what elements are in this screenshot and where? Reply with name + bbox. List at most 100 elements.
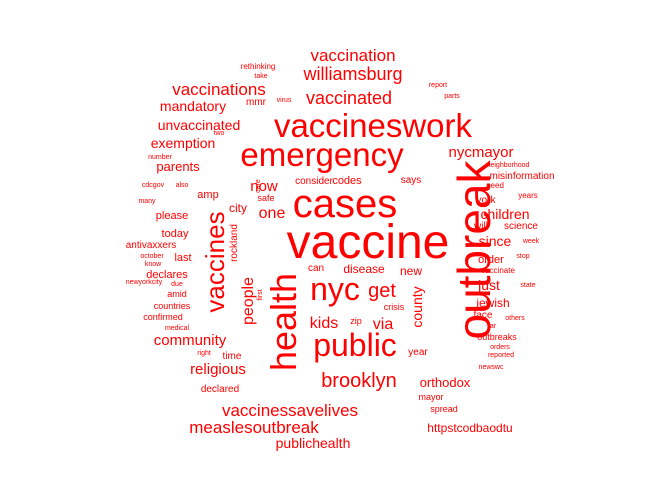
word-httpstcodbaodtu: httpstcodbaodtu [427, 421, 512, 435]
word-mandatory: mandatory [160, 98, 226, 114]
word-know: know [145, 261, 162, 268]
word-publichealth: publichealth [276, 435, 351, 451]
word-antivaxxers: antivaxxers [126, 240, 177, 251]
word-year: year [408, 347, 428, 358]
word-community: community [154, 332, 227, 349]
word-report: report [429, 82, 447, 89]
word-orders: orders [490, 344, 510, 351]
word-county: county [409, 286, 425, 327]
word-williamsburg: williamsburg [302, 64, 402, 84]
word-public: public [313, 327, 397, 363]
word-week: week [522, 238, 540, 245]
word-religious: religious [190, 361, 246, 378]
word-measlesoutbreak: measlesoutbreak [189, 418, 319, 437]
word-crisis: crisis [384, 302, 405, 312]
word-others: others [505, 315, 525, 322]
word-october: october [140, 253, 164, 260]
word-misinformation: misinformation [489, 171, 554, 182]
word-kids: kids [310, 315, 338, 332]
word-consider: consider [295, 176, 333, 187]
word-declares: declares [146, 269, 188, 281]
word-last: last [174, 252, 191, 264]
word-children: children [480, 206, 529, 222]
word-people: people [240, 277, 257, 325]
word-care: care [255, 179, 262, 193]
word-today: today [162, 228, 189, 240]
word-zip: zip [350, 316, 362, 326]
word-will: will [473, 221, 488, 232]
word-york: york [477, 195, 497, 206]
word-time: time [223, 351, 242, 362]
word-right: right [197, 350, 211, 357]
word-newyorkcity: newyorkcity [126, 279, 163, 286]
word-vaccine: vaccine [287, 216, 450, 269]
word-state: state [520, 282, 535, 289]
word-city: city [229, 201, 247, 215]
word-parts: parts [444, 93, 460, 100]
word-cdcgov: cdcgov [142, 182, 165, 189]
word-nycmayor: nycmayor [448, 144, 513, 161]
word-mayor: mayor [418, 392, 443, 402]
word-mmr: mmr [246, 97, 267, 108]
word-order: order [478, 254, 504, 266]
word-unvaccinated: unvaccinated [158, 117, 241, 133]
word-virus: virus [277, 97, 292, 104]
word-reported: reported [488, 352, 514, 359]
word-new: new [400, 264, 422, 278]
word-vaccinate: vaccinate [481, 266, 515, 275]
word-amp: amp [197, 189, 218, 201]
word-first: first [257, 289, 264, 300]
word-get: get [368, 280, 396, 302]
word-neighborhood: neighborhood [487, 162, 530, 169]
word-stop: stop [516, 253, 529, 260]
word-vaccinated: vaccinated [306, 88, 392, 108]
word-amid: amid [167, 289, 187, 299]
word-can: can [308, 263, 324, 274]
word-parents: parents [156, 159, 200, 174]
word-two: two [214, 130, 225, 137]
word-health: health [263, 273, 304, 371]
word-number: number [148, 154, 172, 161]
word-many: many [138, 198, 156, 205]
word-just: just [477, 277, 500, 293]
word-spread: spread [430, 404, 458, 414]
word-brooklyn: brooklyn [321, 370, 397, 392]
word-rockland: rockland [229, 224, 240, 262]
word-says: says [401, 175, 422, 186]
word-vaccinessavelives: vaccinessavelives [222, 401, 358, 420]
word-need: need [486, 181, 504, 190]
word-jewish: jewish [475, 296, 509, 310]
word-vaccines: vaccines [200, 211, 230, 312]
word-please: please [156, 210, 188, 222]
word-countries: countries [154, 301, 191, 311]
word-codes: codes [332, 175, 362, 187]
word-due: due [171, 281, 183, 288]
word-cases: cases [293, 182, 398, 226]
word-medical: medical [165, 325, 190, 332]
word-via: via [373, 316, 394, 333]
word-emergency: emergency [240, 136, 404, 173]
word-newswc: newswc [479, 364, 504, 371]
word-safe: safe [257, 193, 274, 203]
word-rethinking: rethinking [241, 62, 276, 71]
word-years: years [518, 191, 538, 200]
word-outbreak: outbreak [448, 159, 500, 339]
word-also: also [176, 182, 189, 189]
word-one: one [259, 205, 286, 222]
word-declared: declared [201, 384, 239, 395]
word-far: far [488, 323, 497, 330]
word-vaccinations: vaccinations [172, 80, 266, 99]
word-take: take [254, 73, 267, 80]
word-vaccineswork: vaccineswork [274, 107, 473, 144]
word-outbreaks: outbreaks [477, 332, 517, 342]
word-confirmed: confirmed [143, 312, 183, 322]
word-vaccination: vaccination [310, 46, 395, 65]
word-nyc: nyc [310, 271, 360, 307]
word-orthodox: orthodox [420, 375, 471, 390]
word-exemption: exemption [151, 135, 216, 151]
word-now: now [250, 178, 278, 195]
word-face: face [474, 310, 493, 321]
